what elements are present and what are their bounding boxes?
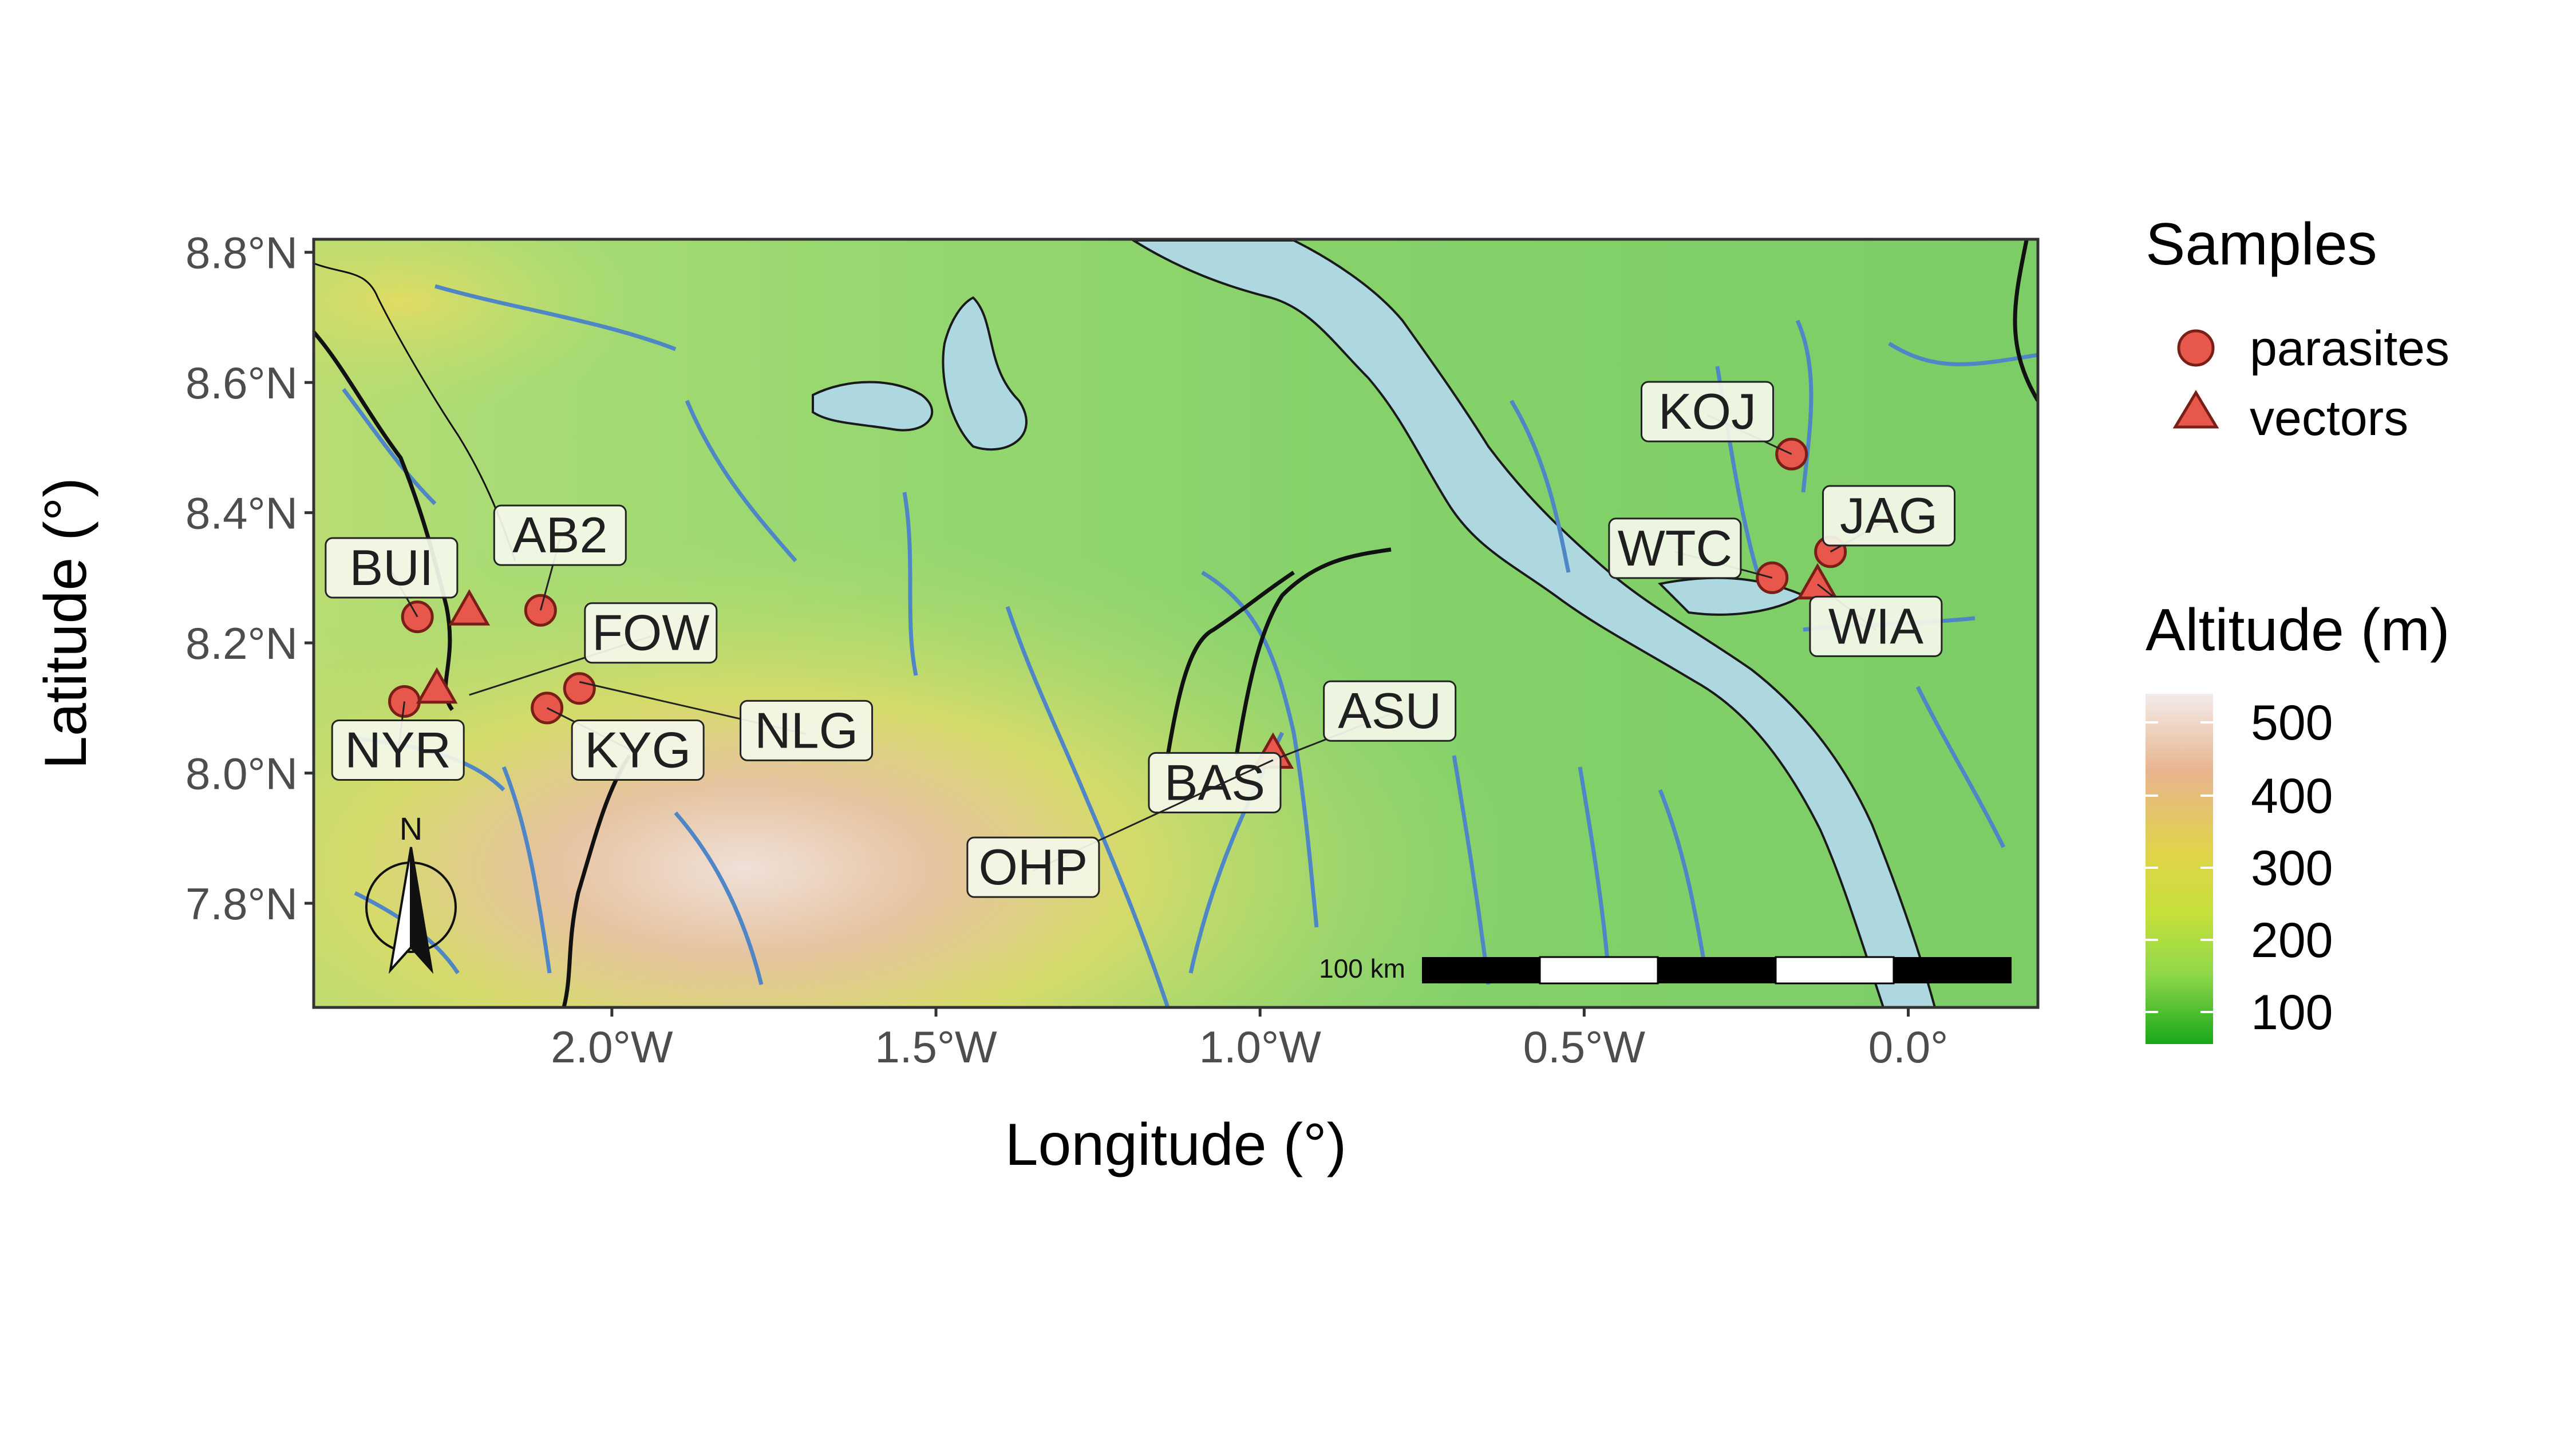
site-label-box (1641, 381, 1775, 442)
legend-altitude-title: Altitude (m) (2146, 597, 2450, 663)
site-label-box (571, 719, 705, 781)
x-tick-label: 1.0°W (1199, 1022, 1322, 1072)
panel-border (312, 238, 2040, 1009)
legend-altitude: Altitude (m) 500 400 300 200 100 (2146, 597, 2450, 1044)
site-label-box (1148, 752, 1282, 813)
x-tick-label: 0.0° (1868, 1022, 1949, 1072)
site-label-box (1608, 517, 1742, 579)
site-label: NYR (345, 721, 451, 778)
lake-volta (1129, 239, 1937, 1007)
x-tick-label: 2.0°W (551, 1022, 673, 1072)
site-label: KOJ (1658, 383, 1756, 440)
legend-samples-title: Samples (2146, 211, 2377, 278)
site-label-box (1822, 485, 1956, 547)
y-tick-label: 7.8°N (185, 879, 298, 929)
site-label: KYG (584, 721, 691, 778)
scale-bar: 100 km (1319, 954, 2012, 985)
site-label-box (331, 719, 465, 781)
y-tick-label: 8.8°N (185, 228, 298, 278)
site-label: BUI (350, 539, 434, 596)
site-label: ASU (1338, 682, 1441, 739)
scale-bar-label: 100 km (1319, 954, 1405, 983)
altitude-tick-label: 200 (2251, 913, 2333, 968)
site-label: AB2 (512, 507, 607, 563)
vector-marker (448, 589, 491, 626)
north-arrow: N (365, 811, 457, 974)
x-axis-title: Longitude (°) (1005, 1112, 1347, 1178)
altitude-tick-label: 500 (2251, 695, 2333, 750)
vector-marker (416, 667, 458, 704)
legend-parasites-label: parasites (2250, 321, 2449, 376)
y-tick-label: 8.0°N (185, 749, 298, 799)
lake-arm-north (942, 296, 1028, 451)
parasite-marker (563, 672, 596, 705)
legend-vectors-marker (2172, 390, 2219, 429)
site-label: BAS (1164, 754, 1265, 811)
site-label: NLG (754, 702, 858, 758)
legend-vectors-label: vectors (2250, 391, 2408, 446)
site-label-box (584, 602, 718, 664)
site-label: WTC (1618, 520, 1732, 576)
site-label: WIA (1828, 598, 1924, 654)
site-label-box (740, 699, 874, 761)
y-tick-label: 8.4°N (185, 488, 298, 539)
site-label-box (325, 537, 459, 599)
altitude-tick-label: 400 (2251, 769, 2333, 824)
y-axis-title: Latitude (°) (33, 477, 99, 769)
district-boundary (314, 262, 516, 562)
borders (314, 240, 2038, 1007)
site-label-box (966, 836, 1100, 898)
legend-parasites-marker (2177, 329, 2215, 367)
site-label-box (493, 504, 627, 566)
site-labels: BUI AB2 FOW NYR KYG NLG ASU BAS OHP KOJ WTC JAG WIA (325, 381, 1956, 898)
parasite-marker (1756, 561, 1789, 594)
north-label: N (400, 811, 422, 847)
y-axis-ticks: 7.8°N 8.0°N 8.2°N 8.4°N 8.6°N 8.8°N (185, 228, 314, 929)
site-label: JAG (1840, 487, 1938, 544)
x-tick-label: 0.5°W (1523, 1022, 1646, 1072)
site-label: FOW (592, 604, 709, 661)
y-tick-label: 8.6°N (185, 358, 298, 408)
site-label: OHP (979, 839, 1088, 895)
x-axis-ticks: 2.0°W 1.5°W 1.0°W 0.5°W 0.0° (551, 1007, 1948, 1072)
legend-samples: Samples parasites vectors (2146, 211, 2449, 446)
y-tick-label: 8.2°N (185, 618, 298, 669)
site-label-box (1809, 595, 1943, 657)
altitude-tick-label: 100 (2251, 985, 2333, 1040)
lake-arm-west (812, 381, 934, 432)
x-tick-label: 1.5°W (875, 1022, 997, 1072)
site-label-box (1323, 680, 1457, 742)
altitude-tick-label: 300 (2251, 841, 2333, 896)
